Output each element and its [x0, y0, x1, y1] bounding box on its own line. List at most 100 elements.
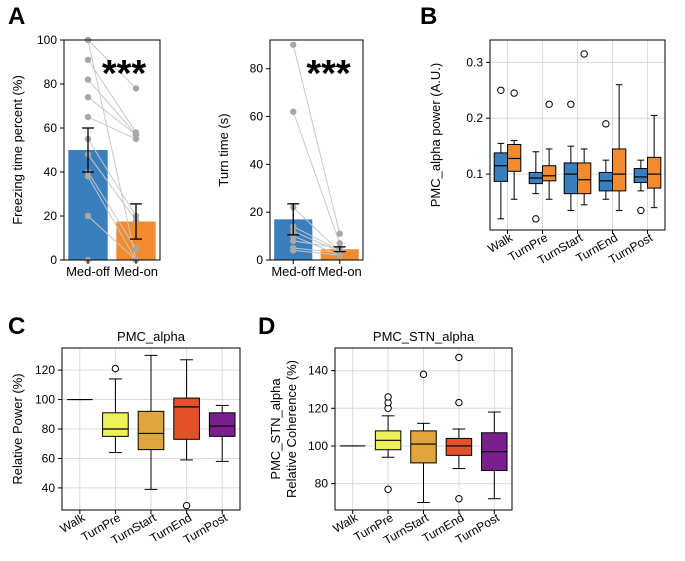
C-ytick-label: 100 [35, 393, 55, 407]
A1-pair-line [87, 171, 137, 250]
D-ylabel-2: Relative Coherence (%) [284, 360, 299, 498]
A1-pair-point [132, 135, 140, 143]
A1-pair-line [87, 39, 137, 89]
B-med-on-outlier [545, 100, 553, 108]
B-ytick-label: 0.2 [466, 111, 483, 125]
panel-label-b: B [420, 3, 437, 30]
D-ylabel: PMC_STN_alpha [268, 378, 283, 480]
A2-ytick-label: 0 [256, 253, 263, 267]
B-med-on-box [577, 162, 592, 195]
chart-freezing-time: 0 20 40 60 80 100 Med-off Med-on *** Freezing tim… [10, 33, 161, 279]
B-med-off-outlier [497, 86, 505, 94]
A1-pair-point [84, 76, 92, 83]
chart-pmc-alpha-relative: 406080100120WalkTurnPreTurnStartTurnEndT… [10, 329, 241, 547]
A1-pair-line [87, 176, 137, 261]
D-turnpre-outlier [384, 393, 392, 401]
C-ytick-label: 40 [42, 481, 56, 495]
D-title: PMC_STN_alpha [373, 329, 475, 344]
A2-pair-point [336, 230, 343, 237]
C-ytick-label: 120 [35, 363, 55, 377]
A1-xtick-label: Med-off [66, 264, 110, 279]
A1-ytick-label: 40 [44, 165, 58, 179]
A2-pair-point [336, 240, 343, 247]
A1-pair-line [87, 39, 137, 261]
B-med-off-box [563, 162, 579, 195]
chart-turn-time: 0 20 40 60 80 Med-off Med-on *** Turn time (s) [216, 39, 364, 279]
A2-significance: *** [306, 53, 351, 95]
A1-pair-point [84, 56, 92, 63]
B-med-off-outlier [532, 215, 540, 223]
D-turnstart-box [410, 430, 437, 464]
B-med-off-box [493, 152, 509, 182]
A2-pair-line [292, 44, 341, 234]
A1-pair-point [84, 94, 92, 101]
A2-pair-point [290, 108, 297, 115]
A1-significance: *** [102, 53, 147, 95]
C-turnend-box [173, 397, 200, 440]
A2-pair-line [292, 111, 341, 244]
B-med-on-box [647, 156, 662, 189]
A1-pair-line [87, 116, 137, 140]
D-ytick-label: 140 [308, 364, 328, 378]
A2-ytick-label: 60 [250, 110, 264, 124]
A1-pair-point [132, 85, 140, 92]
B-med-on-outlier [510, 89, 518, 97]
A1-pair-point [132, 245, 140, 253]
A1-ytick-label: 100 [37, 33, 57, 47]
A2-pair-line [293, 247, 340, 254]
A2-xtick-label: Med-on [318, 264, 362, 279]
C-turnstart-box [137, 410, 165, 451]
A1-ytick-label: 20 [44, 209, 58, 223]
D-turnend-box [445, 437, 473, 456]
chart-pmc-stn-alpha-coherence: 80100120140WalkTurnPreTurnStartTurnEndTu… [268, 329, 513, 547]
D-turnpre-outlier [384, 485, 392, 493]
A2-pair-line [293, 249, 340, 256]
B-ytick-label: 0.1 [466, 167, 483, 181]
A2-ytick-label: 40 [250, 157, 264, 171]
A2-ytick-label: 20 [250, 205, 264, 219]
A2-ylabel: Turn time (s) [216, 113, 231, 186]
A1-ytick-label: 60 [44, 121, 58, 135]
D-ytick-label: 100 [308, 439, 328, 453]
panel-label-a: A [8, 3, 25, 30]
A1-pair-point [84, 173, 92, 180]
panel-label-d: D [258, 313, 275, 340]
A2-pair-point [290, 41, 297, 48]
A1-pair-line [87, 96, 137, 135]
A2-xtick-label: Med-off [271, 264, 315, 279]
B-med-off-box [633, 168, 649, 184]
C-ylabel: Relative Power (%) [10, 373, 25, 484]
A1-pair-point [84, 212, 92, 220]
A1-pair-line [87, 138, 137, 217]
B-med-on-outlier [580, 50, 588, 58]
A1-ytick-label: 0 [50, 253, 57, 267]
C-turnend-outlier [182, 501, 191, 510]
C-ytick-label: 80 [42, 422, 56, 436]
A1-pair-line [87, 154, 137, 221]
A1-pair-point [132, 131, 140, 138]
D-ytick-label: 120 [308, 401, 328, 415]
A2-frame [269, 39, 364, 261]
A2-pair-point [290, 237, 297, 245]
A1-ylabel: Freezing time percent (%) [10, 75, 25, 225]
A1-frame [63, 39, 161, 261]
A1-pair-line [87, 59, 137, 133]
D-turnend-outlier [455, 494, 463, 503]
D-ytick-label: 80 [315, 477, 329, 491]
B-med-off-box [598, 171, 614, 192]
D-turnstart-outlier [419, 370, 428, 379]
A1-pair-line [87, 79, 137, 135]
D-turnend-outlier [455, 353, 463, 362]
C-turnpost-box [208, 412, 236, 437]
A2-ytick-label: 80 [250, 62, 264, 76]
A1-pair-line [87, 215, 137, 261]
A2-pair-point [290, 247, 297, 254]
D-turnend-outlier [455, 398, 463, 407]
panel-label-c: C [8, 313, 25, 340]
B-ylabel: PMC_alpha power (A.U.) [428, 63, 443, 208]
A2-pair-line [292, 207, 341, 252]
A1-ytick-label: 80 [44, 77, 58, 91]
B-med-off-outlier [637, 206, 645, 215]
B-med-off-outlier [602, 120, 610, 128]
